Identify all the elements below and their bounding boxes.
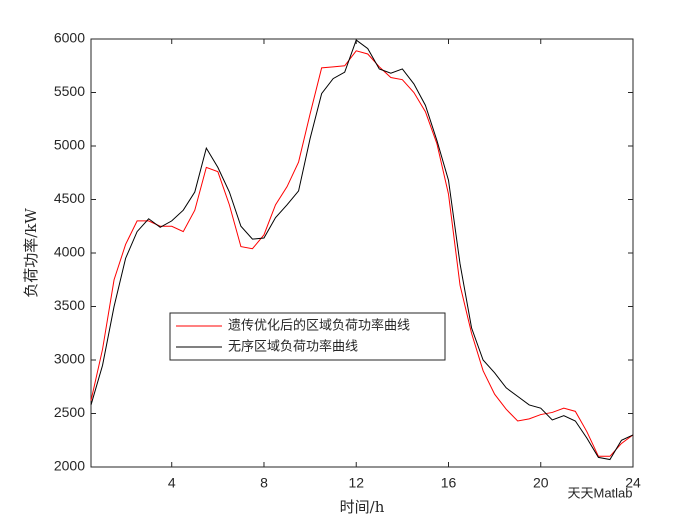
y-axis-label: 负荷功率/kW	[22, 208, 40, 298]
y-tick-label: 2000	[54, 458, 85, 474]
x-tick-label: 24	[625, 475, 641, 491]
series-line	[90, 39, 634, 461]
y-tick-label: 5000	[54, 137, 85, 153]
x-tick-label: 16	[441, 475, 457, 491]
y-tick-label: 5500	[54, 83, 85, 99]
legend-label: 遗传优化后的区域负荷功率曲线	[228, 318, 410, 334]
series-line	[90, 50, 634, 457]
y-tick-label: 6000	[54, 30, 85, 46]
x-tick-label: 4	[168, 475, 176, 491]
y-tick-label: 4500	[54, 190, 85, 206]
x-axis-label: 时间/h	[340, 498, 385, 516]
y-tick-label: 2500	[54, 404, 85, 420]
legend-box	[169, 312, 446, 361]
watermark: 天天Matlab	[567, 485, 632, 500]
y-tick-label: 3500	[54, 297, 85, 313]
x-tick-label: 12	[348, 475, 364, 491]
x-tick-label: 20	[533, 475, 549, 491]
x-tick-label: 8	[260, 475, 268, 491]
y-tick-label: 4000	[54, 244, 85, 260]
y-tick-label: 3000	[54, 351, 85, 367]
legend-label: 无序区域负荷功率曲线	[228, 339, 358, 355]
plot-frame	[90, 38, 634, 468]
